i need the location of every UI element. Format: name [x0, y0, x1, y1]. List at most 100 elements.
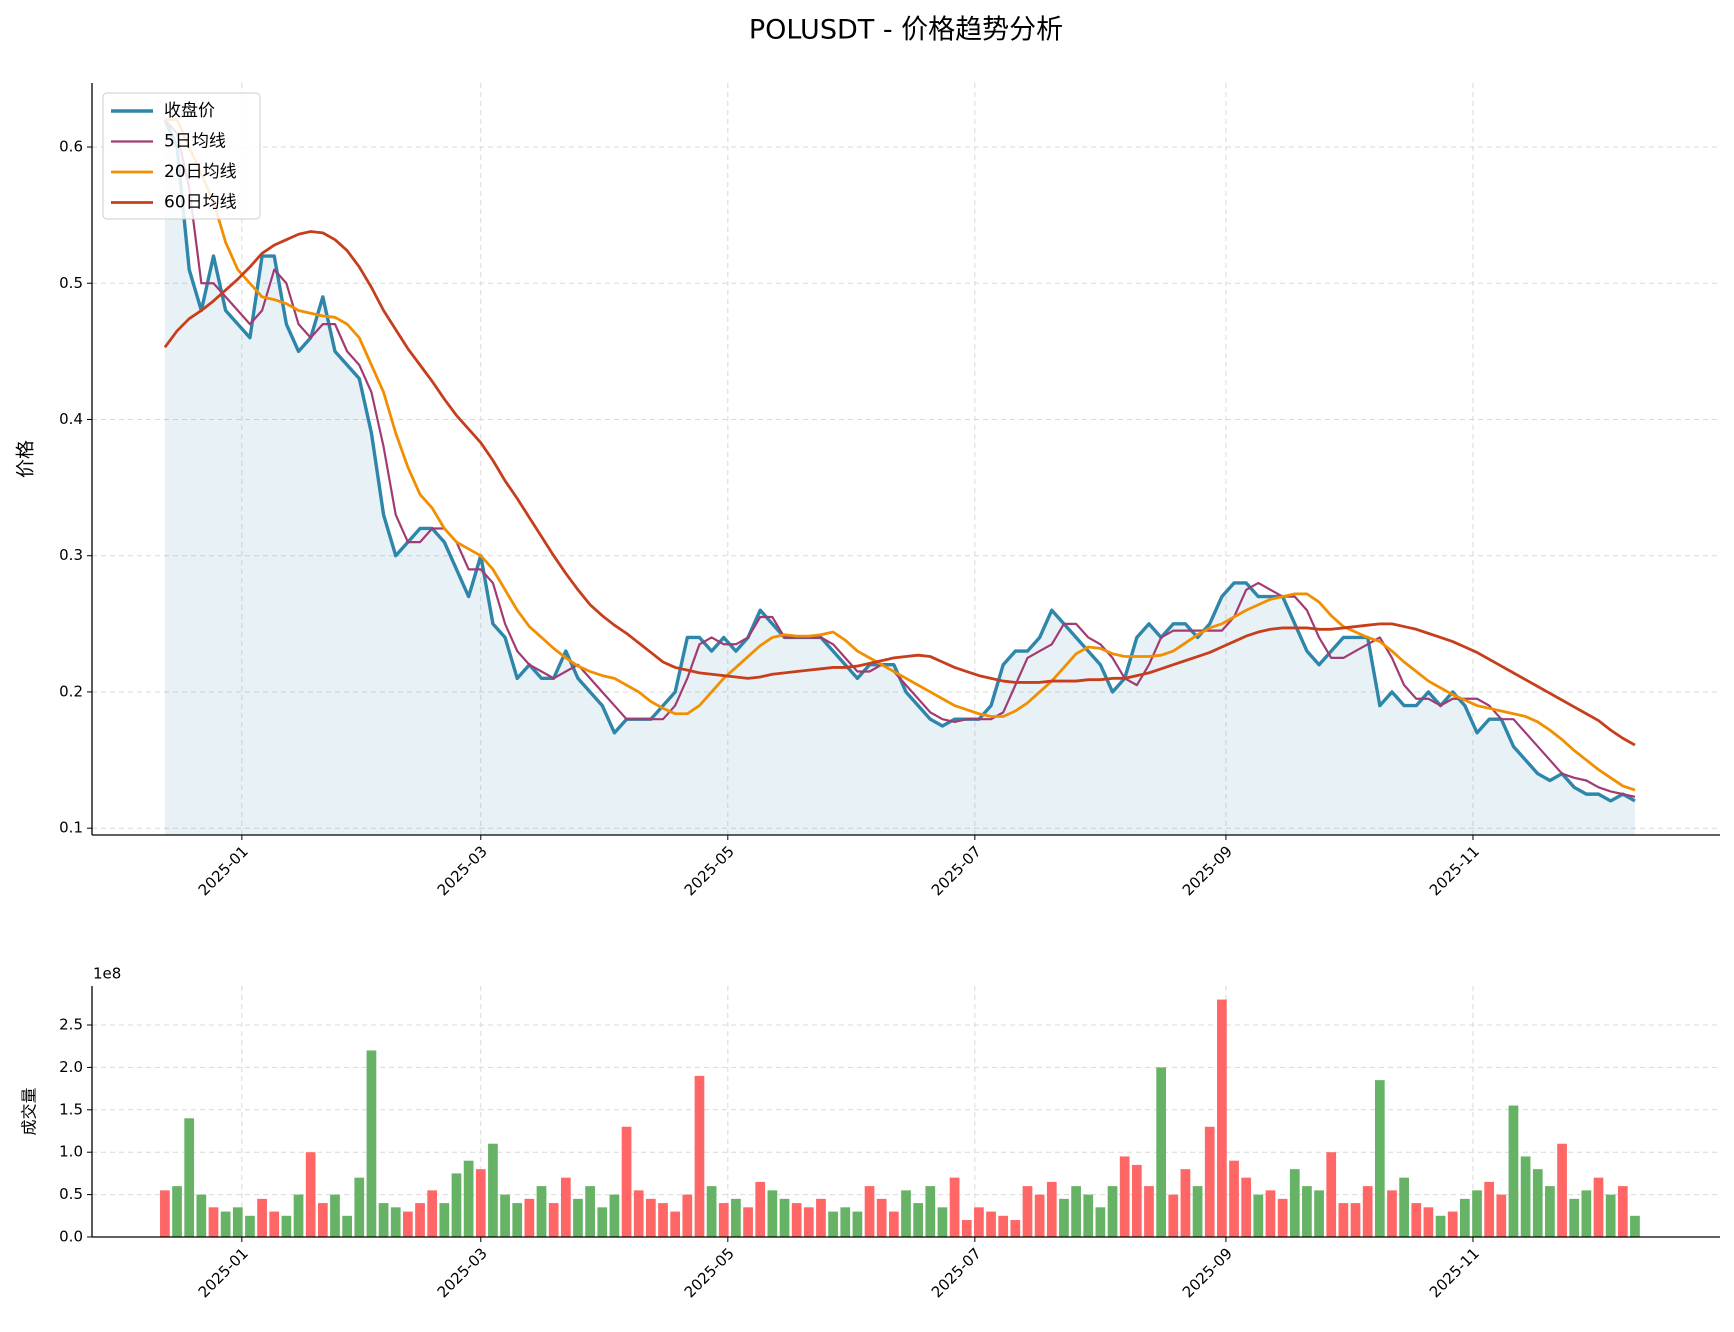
bar	[1192, 1186, 1203, 1237]
bar	[354, 1177, 365, 1237]
bar	[1022, 1186, 1033, 1237]
area	[164, 119, 1635, 836]
bar	[257, 1198, 267, 1237]
bar	[1046, 1181, 1057, 1237]
bar	[536, 1186, 547, 1237]
bar	[706, 1186, 717, 1237]
bar	[767, 1190, 778, 1237]
line	[164, 119, 1636, 798]
y-tick-label: 0.0	[59, 1228, 83, 1246]
bar	[791, 1203, 802, 1237]
bar	[901, 1190, 911, 1237]
bar	[1593, 1177, 1604, 1237]
bar	[731, 1198, 741, 1237]
bar	[524, 1198, 535, 1237]
line	[164, 118, 1636, 792]
bar	[1435, 1215, 1446, 1237]
bar	[1144, 1186, 1154, 1237]
bar	[196, 1194, 207, 1237]
bar	[1217, 999, 1227, 1237]
bar	[1131, 1164, 1142, 1237]
y-tick-label: 0.2	[59, 682, 83, 700]
bar	[925, 1186, 936, 1237]
y-tick-label: 0.5	[59, 274, 83, 292]
bar	[220, 1211, 231, 1237]
bar	[512, 1203, 523, 1237]
bar	[245, 1215, 255, 1237]
bar	[1253, 1194, 1264, 1237]
legend-label: 60日均线	[164, 193, 237, 213]
bar	[293, 1194, 304, 1237]
bar	[816, 1198, 826, 1237]
bar	[694, 1075, 705, 1237]
bar	[828, 1211, 838, 1237]
bar	[1532, 1169, 1543, 1237]
bar	[1314, 1190, 1324, 1237]
bar	[876, 1198, 887, 1237]
bar	[1581, 1190, 1592, 1237]
legend-label: 收盘价	[164, 101, 215, 121]
bar	[305, 1152, 316, 1237]
bar	[439, 1203, 450, 1237]
legend-label: 20日均线	[164, 162, 237, 182]
y-tick-label: 0.5	[59, 1185, 83, 1203]
line	[163, 230, 1636, 747]
bar	[1545, 1186, 1555, 1237]
bar	[184, 1118, 195, 1237]
bar	[463, 1160, 474, 1237]
bar	[208, 1207, 219, 1237]
bar	[330, 1194, 340, 1237]
bar	[864, 1186, 875, 1237]
bar	[1411, 1203, 1422, 1237]
bar	[1034, 1194, 1045, 1237]
bar	[1617, 1186, 1628, 1237]
bar	[852, 1211, 863, 1237]
bar	[937, 1207, 948, 1237]
bar	[779, 1198, 790, 1237]
bar	[1387, 1190, 1397, 1237]
y-tick-label: 0.1	[59, 819, 83, 837]
bar	[1095, 1207, 1106, 1237]
bar	[1569, 1198, 1580, 1237]
bar	[560, 1177, 571, 1237]
bar	[913, 1203, 924, 1237]
bar	[1520, 1156, 1531, 1237]
bar	[1362, 1186, 1373, 1237]
bar	[597, 1207, 608, 1237]
bar	[573, 1198, 583, 1237]
bar	[1277, 1198, 1288, 1237]
bar	[500, 1194, 510, 1237]
bar	[633, 1190, 644, 1237]
bar	[998, 1215, 1009, 1237]
bar	[961, 1220, 972, 1237]
bar	[1083, 1194, 1094, 1237]
bar	[427, 1190, 438, 1237]
bar	[1447, 1211, 1458, 1237]
bar	[1168, 1194, 1179, 1237]
bar	[548, 1203, 559, 1237]
bar	[1350, 1203, 1361, 1237]
bar	[949, 1177, 960, 1237]
bar	[281, 1215, 292, 1237]
bar	[621, 1126, 632, 1237]
bar	[803, 1207, 814, 1237]
bar	[840, 1207, 851, 1237]
y-axis-label: 价格	[15, 440, 37, 478]
bar	[475, 1169, 486, 1237]
bar	[1472, 1190, 1482, 1237]
bar	[1119, 1156, 1130, 1237]
bar	[755, 1181, 766, 1237]
bar	[1010, 1220, 1021, 1237]
bar	[718, 1203, 729, 1237]
bar	[682, 1194, 693, 1237]
bar	[415, 1203, 425, 1237]
bar	[1605, 1194, 1616, 1237]
bar	[1265, 1190, 1276, 1237]
y-tick-label: 0.3	[59, 546, 83, 564]
bar	[1557, 1143, 1567, 1237]
bar	[1399, 1177, 1409, 1237]
bar	[1374, 1080, 1385, 1237]
bar	[1289, 1169, 1300, 1237]
bar	[232, 1207, 243, 1237]
